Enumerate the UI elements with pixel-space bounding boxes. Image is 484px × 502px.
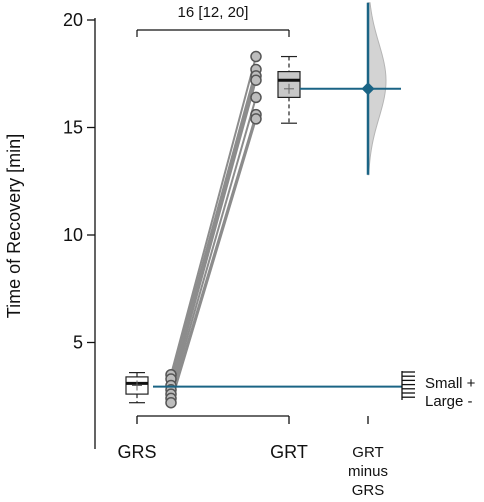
paired-line: [170, 79, 257, 391]
paired-line: [170, 97, 257, 395]
y-axis: 5 10 15 20: [63, 10, 96, 449]
data-points: [165, 50, 262, 409]
annotation-label: 16 [12, 20]: [178, 4, 249, 21]
difference-panel: [153, 2, 402, 388]
data-point-GRT: [250, 113, 262, 125]
y-tick-label: 15: [63, 118, 83, 138]
x-axis: GRS GRT GRT minus GRS: [117, 415, 388, 499]
paired-line: [170, 118, 257, 403]
legend-label: Large -: [425, 393, 473, 410]
legend-label: Small +: [425, 375, 476, 392]
y-tick-label: 10: [63, 225, 83, 245]
legend: Small +Large -: [401, 371, 476, 410]
difference-annotation: 16 [12, 20]: [136, 4, 290, 37]
data-point-GRS: [165, 396, 177, 409]
y-axis-label: Time of Recovery [min]: [4, 134, 24, 318]
paired-line: [170, 56, 257, 376]
y-tick-label: 5: [73, 333, 83, 353]
paired-line: [170, 69, 257, 380]
paired-line: [170, 75, 257, 386]
data-point-GRT: [250, 50, 262, 63]
y-tick-label: 20: [63, 10, 83, 30]
data-point-GRT: [250, 74, 262, 86]
data-point-GRT: [250, 91, 262, 104]
x-tick-label-diff: GRS: [352, 482, 385, 499]
paired-lines: [170, 56, 257, 403]
x-tick-label: GRS: [117, 442, 156, 462]
x-tick-label: GRT: [270, 442, 308, 462]
paired-line: [170, 114, 257, 399]
x-tick-label-diff: GRT: [352, 444, 383, 461]
boxplots: [125, 55, 301, 404]
x-tick-label-diff: minus: [348, 463, 388, 480]
effect-estimate-marker: [361, 82, 375, 96]
